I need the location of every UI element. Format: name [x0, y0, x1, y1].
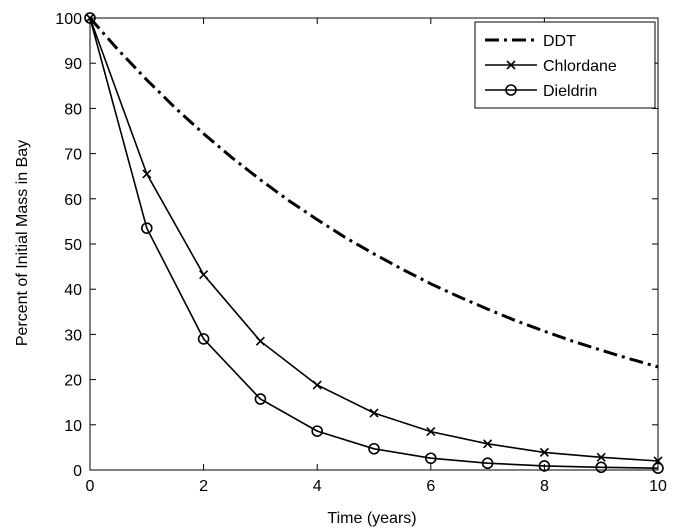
dieldrin-point [141, 222, 153, 234]
dieldrin-point [652, 462, 664, 474]
chlordane-point [539, 447, 549, 457]
y-tick-label: 70 [64, 147, 82, 164]
chlordane-point [255, 336, 265, 346]
chlordane-point [199, 270, 209, 280]
dieldrin-point [424, 452, 437, 465]
dieldrin-point [311, 425, 324, 437]
y-tick-label: 50 [64, 237, 82, 254]
dieldrin-series-line [89, 17, 659, 469]
chlordane-point [369, 408, 379, 418]
legend-marker-chlordane [506, 60, 516, 70]
chlordane-point [483, 439, 493, 449]
x-tick-label: 0 [86, 478, 95, 495]
x-axis-label: Time (years) [327, 510, 416, 527]
legend-marker-dieldrin [505, 84, 517, 96]
x-tick-label: 8 [540, 478, 549, 495]
y-tick-label: 10 [64, 418, 82, 435]
x-tick-label: 6 [426, 478, 435, 495]
y-tick-label: 90 [64, 56, 82, 73]
dieldrin-point [368, 442, 380, 455]
legend-label-dieldrin: Dieldrin [543, 83, 597, 100]
dieldrin-point [197, 333, 210, 345]
dieldrin-point [538, 460, 551, 472]
dieldrin-point [595, 461, 608, 474]
chlordane-point [312, 380, 322, 390]
y-tick-label: 100 [55, 11, 82, 28]
x-tick-label: 4 [313, 478, 322, 495]
chlordane-point [596, 452, 606, 462]
x-tick-label: 2 [199, 478, 208, 495]
legend-label-ddt: DDT [543, 33, 576, 50]
legend: DDT Chlordane Dieldrin [474, 21, 656, 109]
y-tick-label: 80 [64, 101, 82, 118]
y-tick-label: 30 [64, 327, 82, 344]
ddt-series-line [88, 17, 659, 369]
series-layer [84, 12, 664, 474]
chlordane-point [142, 169, 152, 179]
dieldrin-point [84, 12, 96, 24]
y-axis-label: Percent of Initial Mass in Bay [14, 140, 31, 346]
dieldrin-point [254, 393, 267, 405]
dieldrin-point [481, 457, 494, 470]
y-tick-label: 40 [64, 282, 82, 299]
chlordane-point [426, 427, 436, 437]
legend-label-chlordane: Chlordane [543, 58, 617, 75]
y-tick-label: 20 [64, 373, 82, 390]
x-tick-label: 10 [649, 478, 667, 495]
y-tick-label: 0 [73, 463, 82, 480]
y-tick-label: 60 [64, 192, 82, 209]
